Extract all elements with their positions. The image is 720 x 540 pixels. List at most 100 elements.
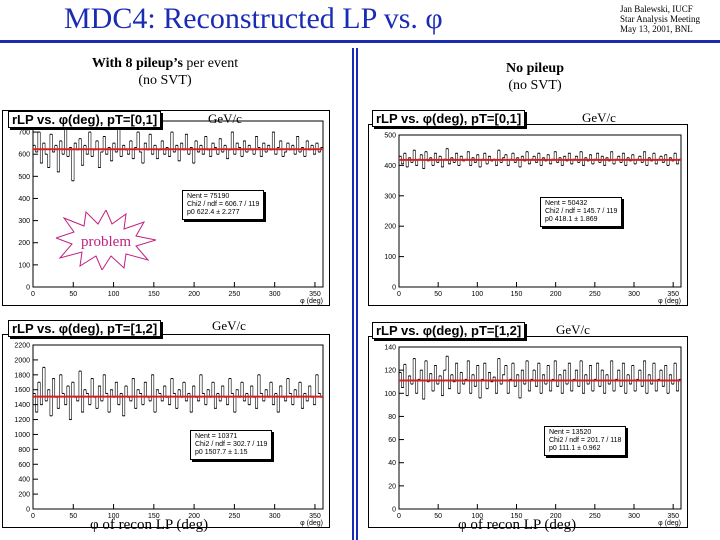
- y-tick-label: 500: [18, 174, 30, 181]
- x-tick-label: 0: [397, 291, 401, 298]
- hist-panel: 0 100 200 300 400 500 0 50 100 150 200 250 300 350 φ (…: [368, 124, 688, 306]
- x-tick-label: 0: [31, 291, 35, 298]
- x-tick-label: 0: [397, 513, 401, 520]
- left-heading-rest: per event: [182, 56, 239, 71]
- y-tick-label: 40: [388, 460, 396, 467]
- x-tick-label: 100: [471, 513, 483, 520]
- stats-line: p0 622.4 ± 2.277: [187, 209, 240, 216]
- y-tick-label: 100: [384, 391, 396, 398]
- x-tick-label: 250: [589, 291, 601, 298]
- y-tick-label: 400: [18, 196, 30, 203]
- hist-panel: 0 100 200 300 400 500 600 700 0 50 100 150 200 250 300…: [2, 110, 330, 306]
- x-tick-label: 350: [667, 291, 679, 298]
- x-tick-label: 350: [309, 513, 321, 520]
- y-tick-label: 60: [388, 437, 396, 444]
- x-axis-title: φ (deg): [658, 298, 681, 305]
- y-tick-label: 0: [392, 507, 396, 514]
- y-tick-label: 100: [384, 254, 396, 261]
- y-tick-label: 800: [18, 447, 30, 454]
- x-axis-label: φ of recon LP (deg): [458, 517, 577, 533]
- x-tick-label: 50: [434, 513, 442, 520]
- hist-svg: 0200400600800100012001400160018002000220…: [14, 343, 324, 527]
- y-tick-label: 300: [18, 218, 30, 225]
- author-meta: Jan Balewski, IUCF Star Analysis Meeting…: [620, 4, 700, 34]
- y-tick-label: 0: [392, 285, 396, 292]
- hist-svg: 0 20 40 60 80 100 120 140 0 50 100 150 200 250 300 350φ…: [384, 345, 682, 527]
- x-tick-label: 300: [628, 513, 640, 520]
- y-tick-label: 1000: [14, 432, 30, 439]
- plot-frame: [398, 134, 682, 288]
- x-tick-label: 350: [667, 513, 679, 520]
- y-tick-label: 200: [384, 224, 396, 231]
- stats-line: Nent = 75190: [187, 193, 230, 200]
- y-tick-label: 20: [388, 483, 396, 490]
- x-axis-title: φ (deg): [658, 520, 681, 527]
- problem-label: problem: [81, 234, 131, 250]
- right-heading: No pileup (no SVT): [445, 60, 625, 94]
- y-tick-label: 2000: [14, 357, 30, 364]
- y-tick-label: 0: [26, 507, 30, 514]
- y-tick-label: 500: [384, 133, 396, 140]
- x-tick-label: 100: [471, 291, 483, 298]
- stats-line: Chi2 / ndf = 145.7 / 119: [545, 208, 618, 215]
- y-tick-label: 300: [384, 193, 396, 200]
- x-tick-label: 100: [108, 291, 120, 298]
- stats-line: p0 111.1 ± 0.962: [549, 445, 601, 452]
- y-tick-label: 1600: [14, 387, 30, 394]
- stats-line: Nent = 50432: [545, 200, 588, 207]
- x-tick-label: 300: [269, 291, 281, 298]
- hist-title: rLP vs. φ(deg), pT=[1,2]: [372, 322, 526, 339]
- x-tick-label: 50: [69, 513, 77, 520]
- y-tick-label: 400: [384, 163, 396, 170]
- y-tick-label: 0: [26, 285, 30, 292]
- y-tick-label: 2200: [14, 343, 30, 350]
- stats-line: Chi2 / ndf = 201.7 / 118: [549, 437, 622, 444]
- problem-starburst: problem: [56, 210, 156, 270]
- x-tick-label: 50: [434, 291, 442, 298]
- y-tick-label: 400: [18, 477, 30, 484]
- stats-box: Nent = 13520 Chi2 / ndf = 201.7 / 118 p0…: [544, 426, 627, 456]
- left-heading-bold: With 8 pileup’s: [91, 56, 183, 71]
- y-tick-label: 140: [384, 345, 396, 352]
- stats-line: p0 1507.7 ± 1.15: [195, 449, 248, 456]
- x-tick-label: 200: [550, 513, 562, 520]
- hist-title: rLP vs. φ(deg), pT=[0,1]: [8, 111, 162, 128]
- unit-label: GeV/c: [208, 111, 242, 126]
- stats-box: Nent = 50432 Chi2 / ndf = 145.7 / 119 p0…: [540, 197, 623, 227]
- y-tick-label: 600: [18, 152, 30, 159]
- x-tick-label: 150: [148, 513, 160, 520]
- y-tick-label: 600: [18, 462, 30, 469]
- column-separator: [352, 48, 358, 540]
- x-tick-label: 300: [628, 291, 640, 298]
- hist-title: rLP vs. φ(deg), pT=[0,1]: [372, 110, 526, 127]
- stats-line: Nent = 13520: [549, 429, 592, 436]
- page-title: MDC4: Reconstructed LP vs. φ: [64, 2, 443, 35]
- y-tick-label: 80: [388, 414, 396, 421]
- x-tick-label: 250: [589, 513, 601, 520]
- x-tick-label: 200: [188, 291, 200, 298]
- right-heading-line2: (no SVT): [508, 78, 562, 93]
- plot-frame: [32, 344, 324, 510]
- x-tick-label: 250: [229, 291, 241, 298]
- y-tick-label: 200: [18, 492, 30, 499]
- y-tick-label: 120: [384, 368, 396, 375]
- x-tick-label: 200: [188, 513, 200, 520]
- stats-line: Chi2 / ndf = 302.7 / 119: [195, 441, 268, 448]
- plot-frame: [32, 120, 324, 288]
- stats-box: Nent = 10371 Chi2 / ndf = 302.7 / 119 p0…: [190, 430, 273, 460]
- x-tick-label: 150: [511, 291, 523, 298]
- hist-svg: 0 100 200 300 400 500 600 700 0 50 100 150 200 250 300…: [18, 120, 324, 305]
- x-axis-label: φ of recon LP (deg): [90, 517, 209, 533]
- stats-line: Nent = 10371: [195, 433, 238, 440]
- x-tick-label: 250: [229, 513, 241, 520]
- y-tick-label: 200: [18, 240, 30, 247]
- x-tick-label: 200: [550, 291, 562, 298]
- unit-label: GeV/c: [582, 110, 616, 125]
- hist-panel: 0 20 40 60 80 100 120 140 0 50 100 150 200 250 300 350 φ…: [368, 336, 688, 528]
- stats-line: p0 418.1 ± 1.869: [545, 216, 598, 223]
- right-heading-bold: No pileup: [506, 61, 564, 76]
- y-tick-label: 100: [18, 262, 30, 269]
- x-axis-title: φ (deg): [300, 520, 323, 527]
- left-heading-line2: (no SVT): [138, 73, 192, 88]
